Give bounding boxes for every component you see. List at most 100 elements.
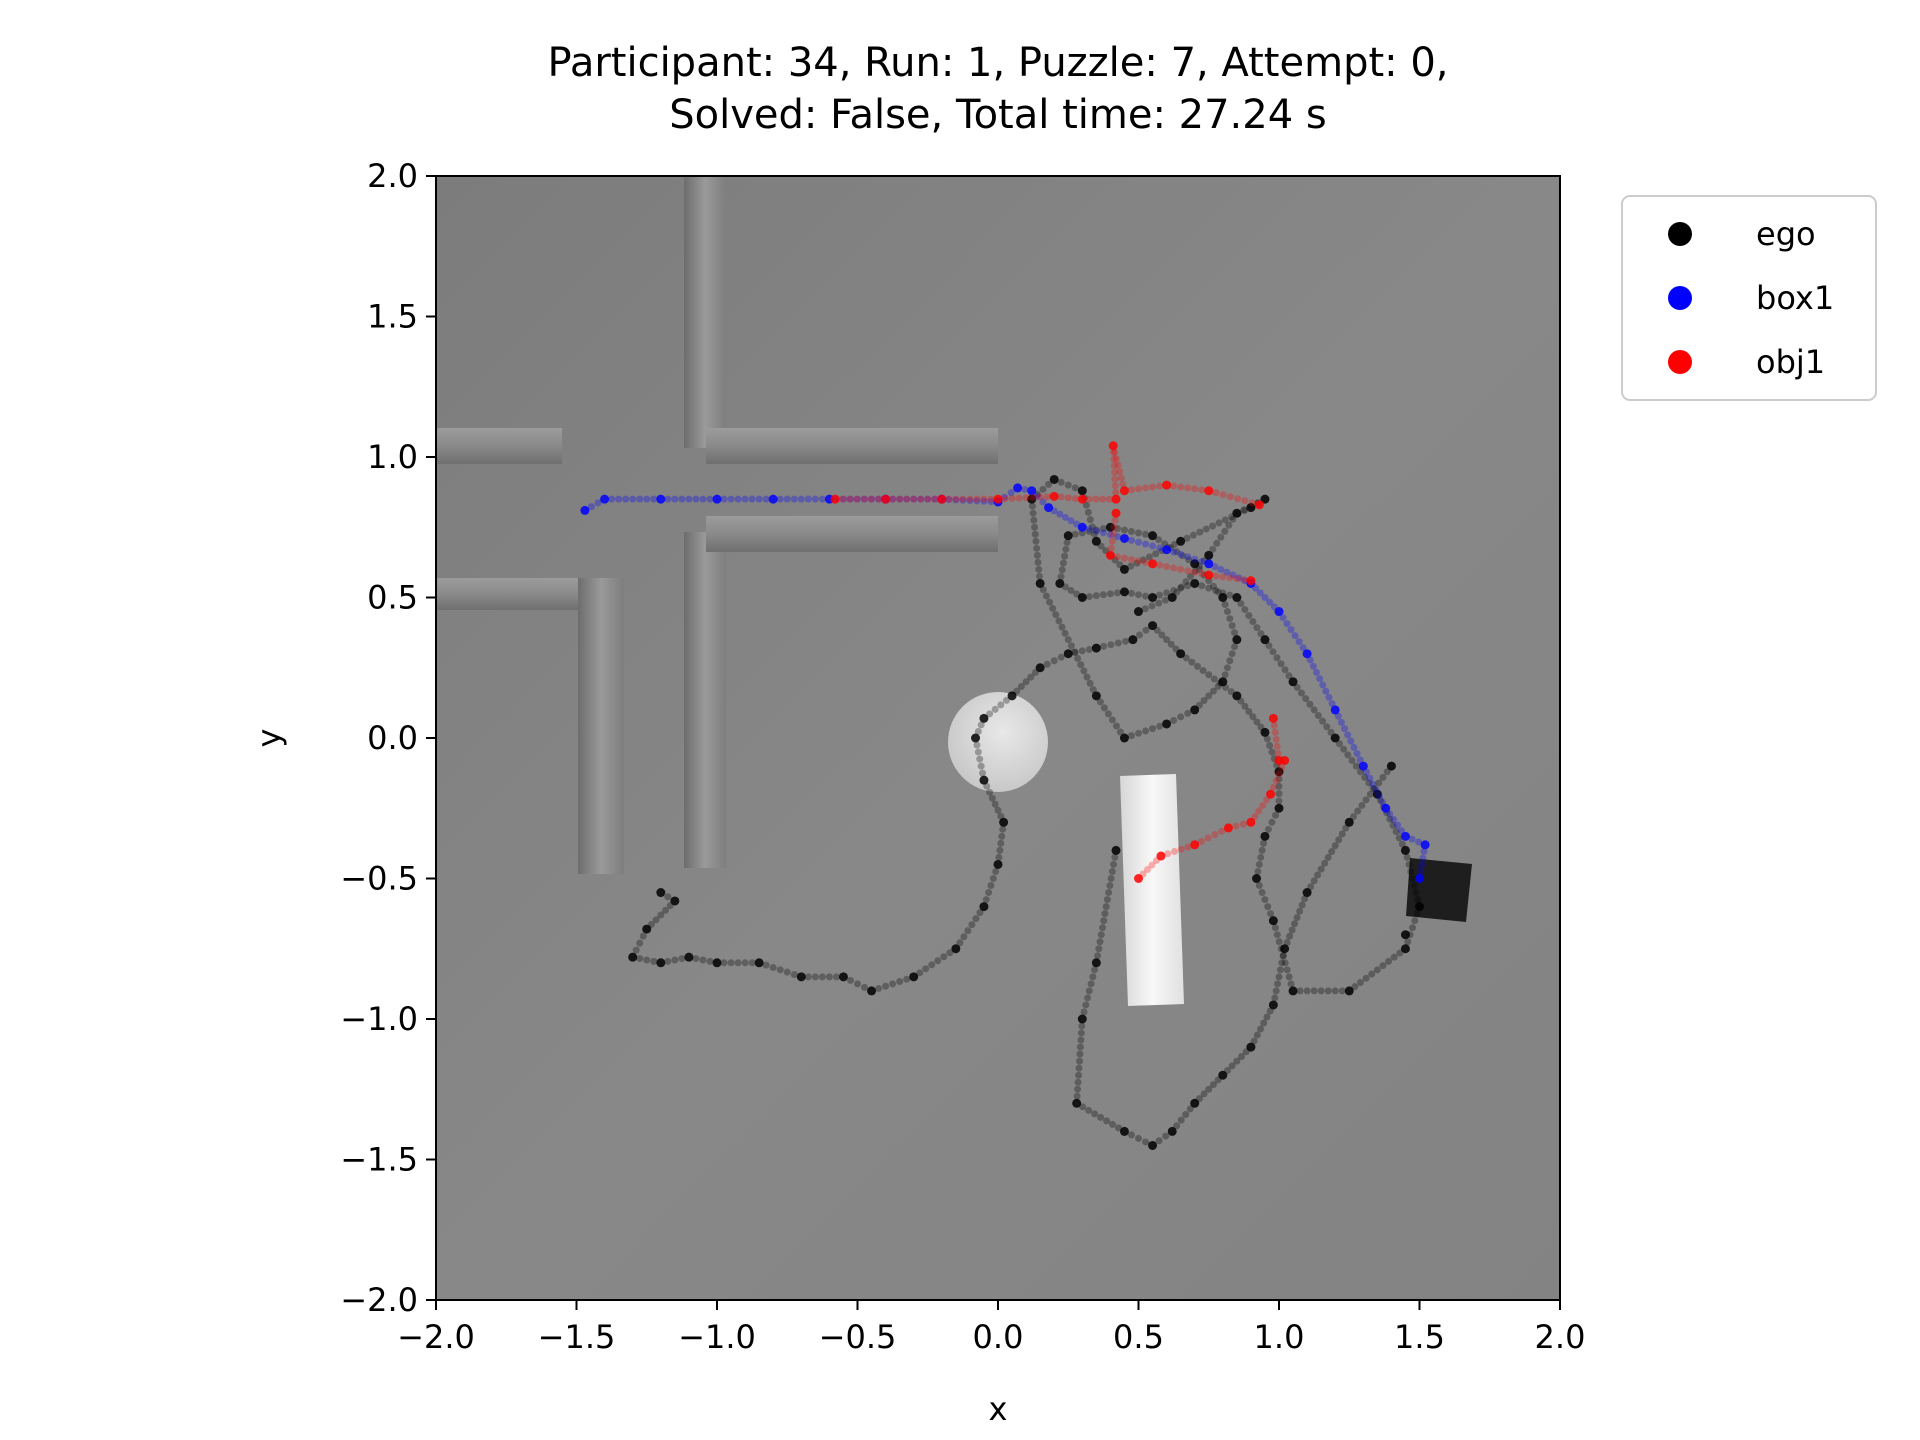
trail-point-obj1 [1248,499,1256,507]
trail-point-ego [1264,903,1272,911]
trail-point-ego [1085,593,1093,601]
trail-point-ego [811,973,819,981]
trail-point-ego [1275,790,1283,798]
trail-point-ego [1365,779,1373,787]
trail-point-box1 [1061,513,1069,521]
trail-point-ego [1253,1031,1261,1039]
y-axis-label: y [250,729,288,748]
y-tick-label: 2.0 [367,157,418,195]
trail-point-ego [1348,756,1356,764]
trail-point-ego [1223,608,1231,616]
trail-point-obj1 [1239,820,1247,828]
trail-point-ego [1261,896,1269,904]
trail-point-ego [1221,516,1229,524]
trail-point-ego [1177,583,1185,591]
trail-point-ego [1067,642,1075,650]
trail-point-obj1 [1036,493,1044,501]
trail-point-ego [1288,926,1296,934]
trail-point-obj1 [1071,494,1079,502]
trail-point-box1 [1113,533,1121,541]
trail-point-obj1 [1113,553,1121,561]
data-point-ego [1232,593,1242,602]
trail-point-ego [1091,966,1099,974]
trail-point-ego [1082,1001,1090,1009]
trail-point-ego [1078,1022,1086,1030]
trail-point-ego [661,906,669,914]
trail-point-ego [1310,987,1318,995]
data-point-ego [993,859,1003,869]
data-point-ego [684,952,694,962]
trail-point-ego [1084,994,1092,1002]
trail-point-ego [1104,710,1112,718]
trail-point-ego [896,978,904,986]
trail-point-box1 [987,498,995,506]
trail-point-ego [1398,840,1406,848]
trail-point-ego [1275,775,1283,783]
data-point-ego [979,713,989,723]
trail-point-ego [1254,867,1262,875]
trail-point-ego [1142,1138,1150,1146]
trail-point-ego [1188,658,1196,666]
trail-point-box1 [818,495,826,503]
data-point-ego [1232,508,1242,518]
trail-point-ego [1231,643,1239,651]
trail-point-obj1 [1149,483,1157,491]
trail-point-ego [1177,713,1185,721]
trail-point-ego [1099,525,1107,533]
trail-point-ego [1059,559,1067,567]
trail-point-ego [1064,636,1072,644]
trail-point-ego [1408,875,1416,882]
trail-point-ego [1155,536,1163,544]
trail-point-obj1 [1198,570,1206,578]
trail-point-ego [997,839,1005,847]
trail-point-ego [986,710,994,718]
trail-point-ego [1100,917,1108,925]
trail-point-obj1 [980,495,988,503]
trail-point-ego [1090,530,1098,538]
trail-point-ego [643,956,651,964]
x-tick-label: 1.5 [1394,1318,1445,1356]
trail-point-obj1 [1099,495,1107,503]
trail-point-ego [1062,545,1070,553]
trail-point-box1 [1353,750,1361,758]
trail-point-obj1 [1278,763,1286,771]
wall-vertical-left [578,578,624,874]
trail-point-ego [1155,1137,1163,1145]
wall-horizontal-left-upper [436,428,562,464]
trail-point-obj1 [1120,554,1128,562]
data-point-obj1 [1105,550,1115,560]
trail-point-ego [1097,1113,1105,1121]
trail-point-ego [1314,712,1322,720]
trail-point-ego [1324,987,1332,995]
data-point-ego [1232,691,1242,701]
trail-point-ego [1267,910,1275,918]
data-point-box1 [1420,840,1430,850]
trail-point-ego [1228,650,1236,658]
trail-point-ego [1075,1071,1083,1079]
trail-point-ego [1205,692,1213,700]
data-point-ego [670,896,680,906]
data-point-ego [1218,1070,1228,1080]
data-point-ego [1280,944,1290,954]
trail-point-obj1 [1112,455,1120,463]
trail-point-ego [1335,740,1343,748]
trail-point-box1 [1256,589,1264,597]
trail-point-ego [1080,667,1088,675]
trail-point-ego [1223,664,1231,672]
trail-point-obj1 [945,495,953,503]
trail-point-obj1 [1184,484,1192,492]
trail-point-ego [1221,527,1229,535]
trail-point-ego [1314,871,1322,879]
data-point-ego [1134,607,1143,617]
trail-point-ego [1217,533,1225,541]
trail-point-obj1 [867,495,875,503]
trail-point-ego [1035,572,1043,580]
data-point-ego [1344,986,1354,996]
trail-point-ego [741,959,749,967]
trail-point-obj1 [860,495,868,503]
trail-point-ego [1263,1013,1271,1021]
trail-point-ego [1205,671,1213,679]
trail-point-ego [1142,592,1150,600]
trail-point-ego [1245,612,1253,620]
trail-point-box1 [1223,568,1231,576]
